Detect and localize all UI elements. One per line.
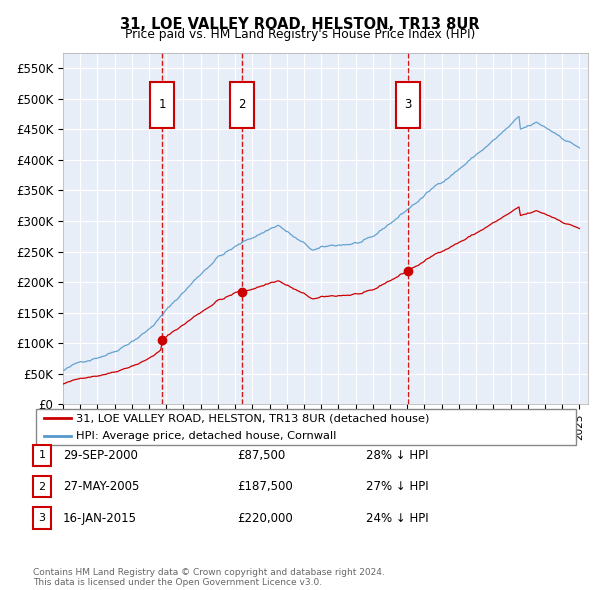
Text: HPI: Average price, detached house, Cornwall: HPI: Average price, detached house, Corn… — [77, 431, 337, 441]
FancyBboxPatch shape — [230, 82, 254, 128]
Text: 16-JAN-2015: 16-JAN-2015 — [63, 512, 137, 525]
FancyBboxPatch shape — [150, 82, 174, 128]
Text: £87,500: £87,500 — [237, 449, 285, 462]
Text: 31, LOE VALLEY ROAD, HELSTON, TR13 8UR: 31, LOE VALLEY ROAD, HELSTON, TR13 8UR — [120, 17, 480, 31]
Text: 3: 3 — [38, 513, 46, 523]
FancyBboxPatch shape — [36, 409, 576, 445]
Text: 24% ↓ HPI: 24% ↓ HPI — [366, 512, 428, 525]
Text: 31, LOE VALLEY ROAD, HELSTON, TR13 8UR (detached house): 31, LOE VALLEY ROAD, HELSTON, TR13 8UR (… — [77, 414, 430, 424]
Text: 1: 1 — [38, 451, 46, 460]
FancyBboxPatch shape — [396, 82, 420, 128]
Text: £220,000: £220,000 — [237, 512, 293, 525]
Text: Price paid vs. HM Land Registry's House Price Index (HPI): Price paid vs. HM Land Registry's House … — [125, 28, 475, 41]
Text: 2: 2 — [38, 482, 46, 491]
Text: 2: 2 — [238, 99, 246, 112]
Text: £187,500: £187,500 — [237, 480, 293, 493]
Text: Contains HM Land Registry data © Crown copyright and database right 2024.
This d: Contains HM Land Registry data © Crown c… — [33, 568, 385, 587]
Text: 1: 1 — [158, 99, 166, 112]
Text: 29-SEP-2000: 29-SEP-2000 — [63, 449, 138, 462]
Text: 27-MAY-2005: 27-MAY-2005 — [63, 480, 139, 493]
Text: 3: 3 — [404, 99, 412, 112]
Text: 27% ↓ HPI: 27% ↓ HPI — [366, 480, 428, 493]
Text: 28% ↓ HPI: 28% ↓ HPI — [366, 449, 428, 462]
